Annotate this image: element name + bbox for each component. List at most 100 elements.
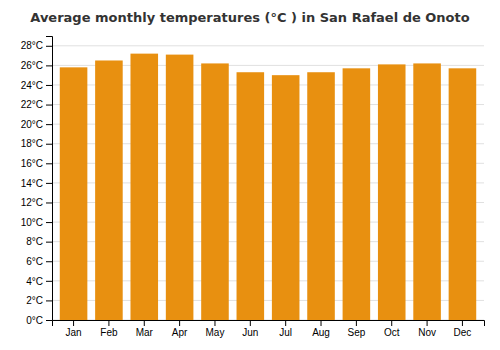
grid xyxy=(52,46,484,320)
tick-label: 10°C xyxy=(21,217,43,228)
tick-mark xyxy=(73,320,74,326)
tick-mark xyxy=(46,46,52,47)
tick-mark xyxy=(46,242,52,243)
tick: Sep xyxy=(347,320,365,338)
tick: Jan xyxy=(66,320,82,338)
tick: 26°C xyxy=(21,60,52,71)
bar xyxy=(413,63,441,320)
tick: May xyxy=(206,320,225,338)
tick-mark xyxy=(46,183,52,184)
tick: 12°C xyxy=(21,197,52,208)
tick-mark xyxy=(250,320,251,326)
tick: Dec xyxy=(454,320,472,338)
tick-label: 14°C xyxy=(21,178,43,189)
axis-line xyxy=(46,37,53,321)
tick-mark xyxy=(46,300,52,301)
tick-mark xyxy=(427,320,428,326)
bars xyxy=(60,54,476,320)
tick: 16°C xyxy=(21,158,52,169)
tick: Apr xyxy=(172,320,188,338)
bar xyxy=(95,60,123,320)
axis-line xyxy=(53,321,485,327)
tick-mark xyxy=(144,320,145,326)
tick-label: 2°C xyxy=(26,295,43,306)
tick: 22°C xyxy=(21,99,52,110)
tick: 18°C xyxy=(21,138,52,149)
tick-label: 22°C xyxy=(21,99,43,110)
bar xyxy=(201,63,229,320)
tick-label: Feb xyxy=(100,327,118,338)
tick: 6°C xyxy=(26,256,52,267)
plot: 0°C 2°C 4°C 6°C 8°C 10°C 12°C 14°C 16°C 18°C 20°C 2… xyxy=(21,37,485,339)
tick-mark xyxy=(285,320,286,326)
tick-label: Jan xyxy=(66,327,82,338)
tick-mark xyxy=(46,222,52,223)
tick-mark xyxy=(46,85,52,86)
tick-label: Nov xyxy=(418,327,436,338)
bar xyxy=(130,54,158,320)
tick-mark xyxy=(46,124,52,125)
tick: Oct xyxy=(384,320,400,338)
tick: Jun xyxy=(242,320,258,338)
tick: 8°C xyxy=(26,236,52,247)
tick: 14°C xyxy=(21,178,52,189)
grid-line xyxy=(52,45,484,46)
tick-label: Sep xyxy=(347,327,365,338)
tick-mark xyxy=(46,320,52,321)
tick-mark xyxy=(462,320,463,326)
tick: Mar xyxy=(136,320,154,338)
chart: 0°C 2°C 4°C 6°C 8°C 10°C 12°C 14°C 16°C 18°C 20°C 2… xyxy=(0,0,500,350)
tick-label: 4°C xyxy=(26,276,43,287)
tick-mark xyxy=(46,105,52,106)
tick: Nov xyxy=(418,320,436,338)
tick: 28°C xyxy=(21,40,52,51)
tick-mark xyxy=(46,65,52,66)
bar xyxy=(449,68,477,320)
tick-label: 26°C xyxy=(21,60,43,71)
title: Average monthly temperatures (°C ) in Sa… xyxy=(30,10,469,25)
tick-label: May xyxy=(206,327,225,338)
tick: 2°C xyxy=(26,295,52,306)
tick-mark xyxy=(46,281,52,282)
tick-mark xyxy=(321,320,322,326)
tick-label: Aug xyxy=(312,327,330,338)
tick-label: Jul xyxy=(279,327,292,338)
y-axis: 0°C 2°C 4°C 6°C 8°C 10°C 12°C 14°C 16°C 18°C 20°C 2… xyxy=(21,37,53,326)
tick: 4°C xyxy=(26,276,52,287)
bar xyxy=(307,72,335,320)
tick-mark xyxy=(46,144,52,145)
tick-label: 28°C xyxy=(21,40,43,51)
tick-mark xyxy=(46,202,52,203)
tick-label: 12°C xyxy=(21,197,43,208)
tick-mark xyxy=(179,320,180,326)
tick: 20°C xyxy=(21,119,52,130)
tick-label: 6°C xyxy=(26,256,43,267)
tick: 10°C xyxy=(21,217,52,228)
bar xyxy=(343,68,371,320)
tick: Feb xyxy=(100,320,118,338)
tick-label: Mar xyxy=(136,327,154,338)
tick-label: 24°C xyxy=(21,80,43,91)
tick-label: 18°C xyxy=(21,138,43,149)
tick-label: Jun xyxy=(242,327,258,338)
tick-mark xyxy=(46,163,52,164)
tick-mark xyxy=(356,320,357,326)
tick-mark xyxy=(214,320,215,326)
tick: 0°C xyxy=(26,315,52,326)
tick-mark xyxy=(46,261,52,262)
tick-mark xyxy=(108,320,109,326)
tick: Aug xyxy=(312,320,330,338)
bar xyxy=(378,64,406,320)
tick-label: Oct xyxy=(384,327,400,338)
bar xyxy=(166,55,194,320)
x-axis: Jan Feb Mar Apr May Jun Jul Aug Sep Oct Nov Dec xyxy=(53,320,485,338)
bar xyxy=(60,67,88,320)
tick: Jul xyxy=(279,320,292,338)
tick-label: Dec xyxy=(454,327,472,338)
tick-mark xyxy=(391,320,392,326)
tick: 24°C xyxy=(21,80,52,91)
tick-label: 20°C xyxy=(21,119,43,130)
tick-label: 0°C xyxy=(26,315,43,326)
bar xyxy=(237,72,265,320)
bar xyxy=(272,75,300,320)
